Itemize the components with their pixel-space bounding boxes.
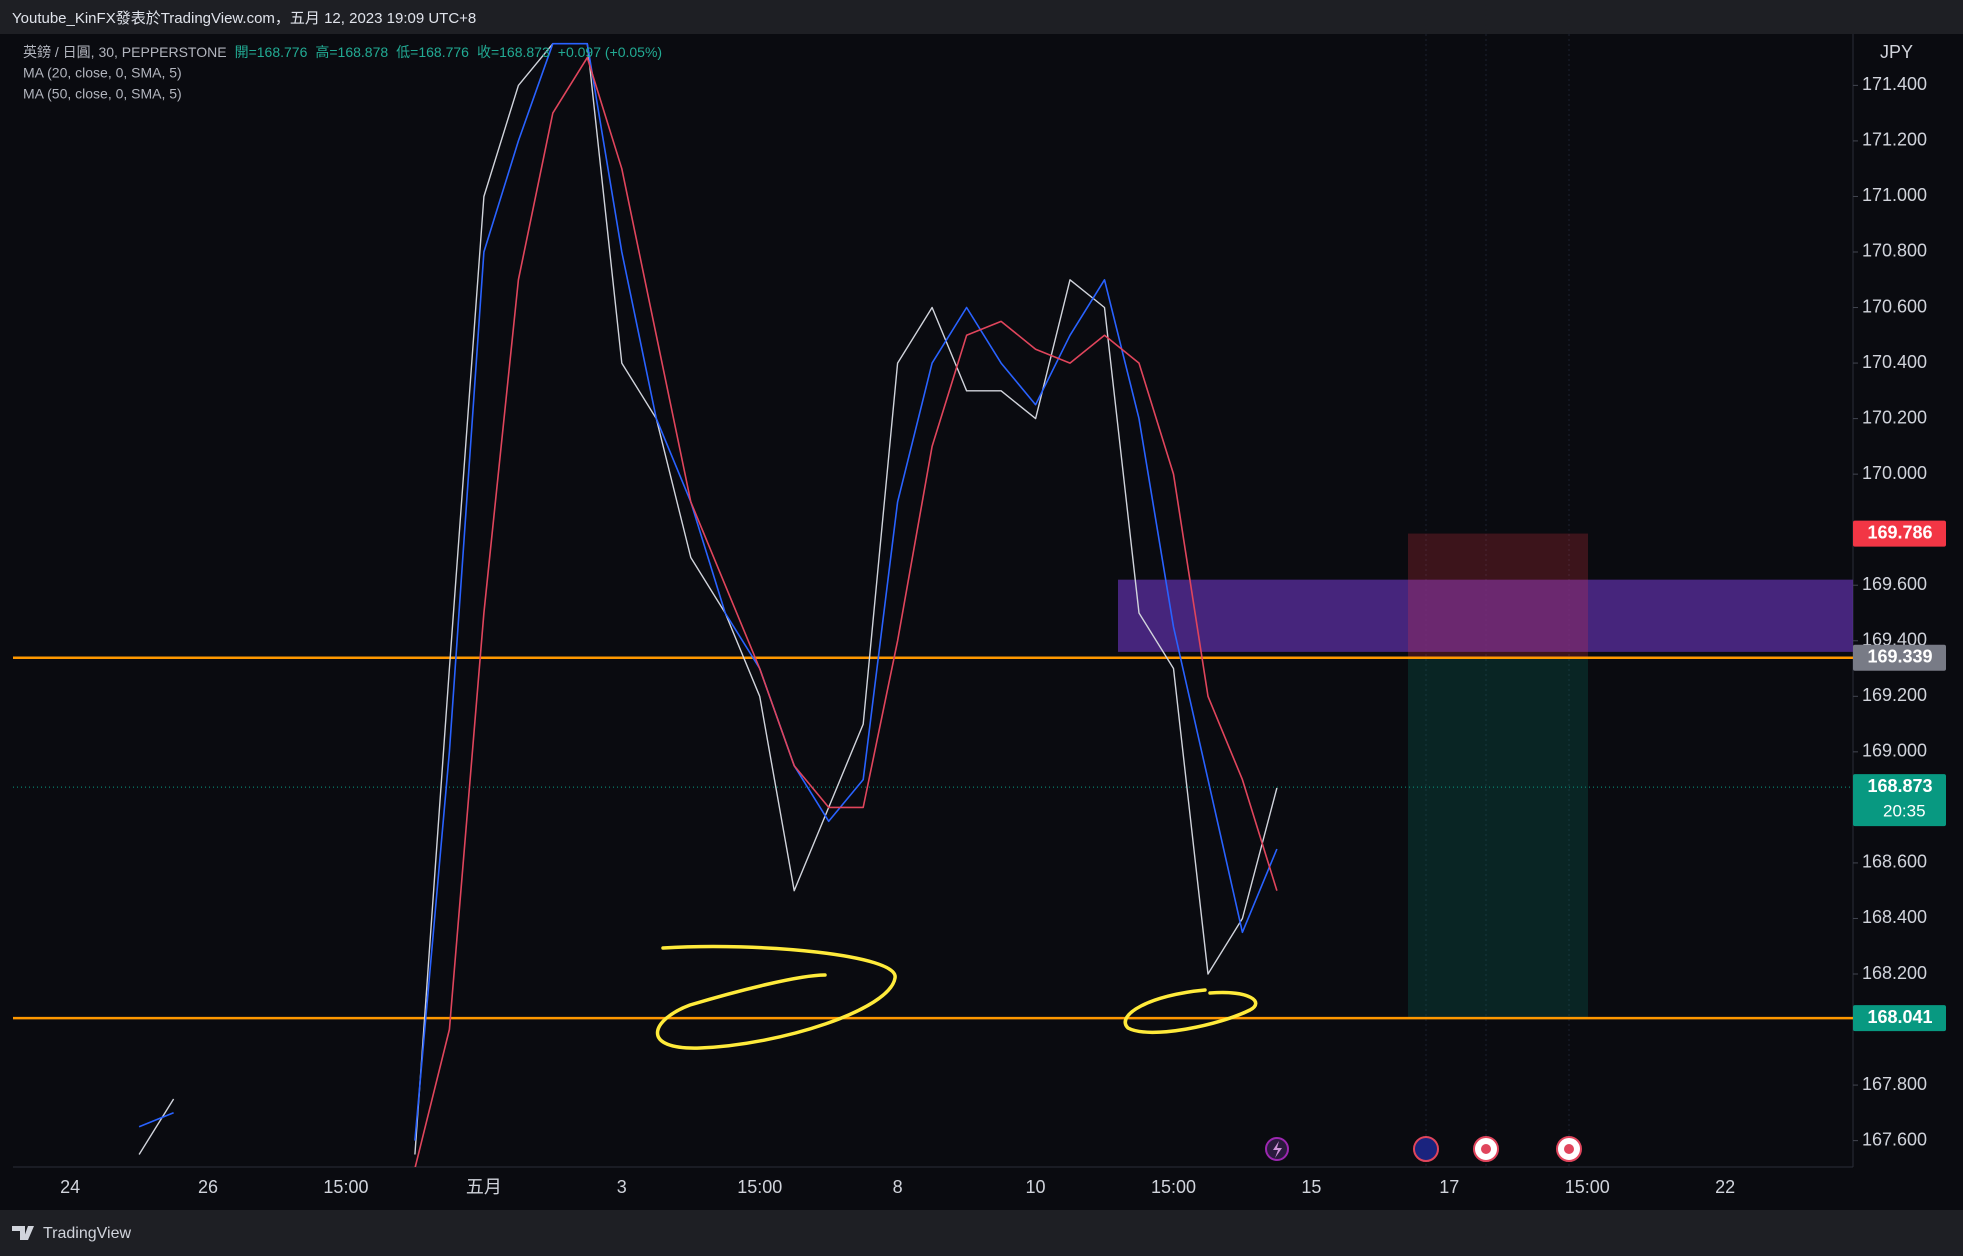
plot-area (13, 34, 1853, 1167)
price-label-box (1853, 520, 1946, 547)
y-tick-label: 169.400 (1862, 630, 1927, 650)
price-label: 169.786 (1867, 522, 1932, 542)
x-tick-label: 22 (1715, 1177, 1735, 1197)
y-tick-label: 169.000 (1862, 741, 1927, 761)
ohlc-field: 開=168.776 (235, 44, 308, 60)
price-label-box (1853, 1005, 1946, 1032)
price-label: 168.041 (1867, 1007, 1932, 1027)
logo (12, 1226, 34, 1240)
ohlc-field: +0.097 (+0.05%) (558, 44, 662, 60)
x-tick-label: 17 (1439, 1177, 1459, 1197)
x-tick-label: 8 (893, 1177, 903, 1197)
target-area (1408, 657, 1588, 1019)
ohlc-field: 低=168.776 (396, 44, 469, 60)
event-icon-glyph (1273, 1141, 1282, 1158)
chart-title: Youtube_KinFX發表於TradingView.com，五月 12, 2… (12, 10, 476, 27)
y-tick-label: 170.200 (1862, 407, 1927, 427)
annotation-circle (655, 944, 897, 1050)
legend-symbol: 英鎊 / 日圓, 30, PEPPERSTONE 開=168.776 高=168.8… (23, 44, 662, 60)
price-label-box (1853, 644, 1946, 671)
y-tick-label: 168.200 (1862, 963, 1927, 983)
header-bar (0, 0, 1963, 34)
y-tick-label: 167.800 (1862, 1074, 1927, 1094)
x-tick-label: 10 (1026, 1177, 1046, 1197)
y-tick-label: 167.600 (1862, 1129, 1927, 1149)
legend-ma20: MA (20, close, 0, SMA, 5) (23, 65, 182, 81)
annotation-circle (1123, 988, 1258, 1035)
x-tick-label: 24 (60, 1177, 80, 1197)
stop-area (1408, 533, 1588, 658)
x-tick-label: 3 (617, 1177, 627, 1197)
symbol: 英鎊 / 日圓, 30, PEPPERSTONE (23, 44, 227, 60)
y-tick-label: 168.400 (1862, 907, 1927, 927)
ohlc-field: 高=168.878 (315, 44, 388, 60)
axis-unit: JPY (1880, 42, 1913, 62)
event-icon-dot (1564, 1144, 1574, 1154)
y-tick-label: 169.200 (1862, 685, 1927, 705)
x-tick-label: 26 (198, 1177, 218, 1197)
price-label: 169.339 (1867, 646, 1932, 666)
x-tick-label: 15:00 (737, 1177, 782, 1197)
price-label: 168.873 (1867, 776, 1932, 796)
x-tick-label: 五月 (466, 1177, 502, 1197)
x-tick-label: 15:00 (1565, 1177, 1610, 1197)
y-tick-label: 171.000 (1862, 185, 1927, 205)
countdown: 20:35 (1883, 802, 1926, 821)
y-tick-label: 171.400 (1862, 74, 1927, 94)
y-tick-label: 169.600 (1862, 574, 1927, 594)
x-tick-label: 15:00 (323, 1177, 368, 1197)
series-line (414, 56, 1278, 1167)
y-tick-label: 170.600 (1862, 296, 1927, 316)
event-icon[interactable] (1413, 1136, 1439, 1162)
x-tick-label: 15:00 (1151, 1177, 1196, 1197)
price-label-box (1853, 774, 1946, 827)
supply-zone (1118, 579, 1853, 652)
y-tick-label: 170.000 (1862, 463, 1927, 483)
ohlc-field: 收=168.873 (477, 44, 550, 60)
y-tick-label: 168.600 (1862, 852, 1927, 872)
x-tick-label: 15 (1301, 1177, 1321, 1197)
series-line (138, 42, 1278, 1141)
overlay (655, 944, 1582, 1162)
legend-ma50: MA (50, close, 0, SMA, 5) (23, 86, 182, 102)
y-tick-label: 170.800 (1862, 241, 1927, 261)
event-icon-dot (1481, 1144, 1491, 1154)
y-tick-label: 170.400 (1862, 352, 1927, 372)
footer-text: TradingView (43, 1225, 131, 1242)
y-tick-label: 171.200 (1862, 130, 1927, 150)
footer-bar (0, 1210, 1963, 1256)
